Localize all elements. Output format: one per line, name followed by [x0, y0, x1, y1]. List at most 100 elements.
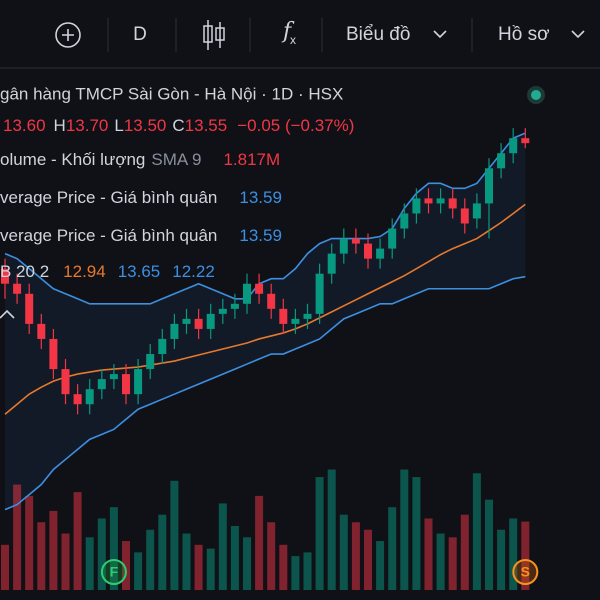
candle-body [521, 138, 530, 144]
ma-line [4, 203, 526, 415]
volume-bar [497, 529, 506, 590]
candle-body [37, 323, 46, 339]
candle-body [73, 394, 82, 405]
candle-body [472, 203, 481, 219]
bb-upper: 13.65 [118, 262, 161, 281]
candle-body [61, 369, 70, 395]
high: 13.70 [66, 116, 109, 135]
candle-body [412, 198, 421, 214]
candle-body [182, 318, 191, 324]
candle-body [1, 268, 9, 284]
volume-bar [206, 548, 215, 590]
candle-body [351, 238, 360, 244]
volume-bar [25, 495, 34, 590]
candle-body [255, 283, 264, 294]
open: 13.60 [3, 116, 46, 135]
volume-bar [243, 537, 251, 590]
market-status [531, 90, 541, 100]
candle-body [170, 323, 179, 339]
candle-body [509, 138, 518, 154]
volume-bar [351, 522, 360, 590]
volume-bar [158, 514, 167, 590]
add-button[interactable] [55, 22, 81, 48]
candle-body [400, 213, 409, 229]
candle-body [448, 198, 457, 209]
avg1-value: 13.59 [239, 188, 282, 207]
volume-bar [339, 514, 348, 590]
candle-type-button[interactable] [203, 20, 225, 50]
candle-body [206, 313, 215, 329]
volume-bar [509, 518, 518, 590]
volume-bar [436, 533, 445, 590]
volume-bar [170, 480, 179, 590]
collapse-legend[interactable] [0, 309, 15, 319]
volume-bar [255, 495, 264, 590]
candle-body [230, 303, 239, 309]
candle-body [315, 273, 324, 314]
l-label: L [114, 116, 123, 135]
avg1-row: verage Price - Giá bình quân 13.59 [0, 188, 282, 207]
candle-body [122, 374, 130, 395]
volume-bar [485, 499, 493, 590]
candle-body [485, 168, 493, 204]
volume-bar [218, 503, 227, 590]
volume-bar [376, 541, 385, 590]
avg2-row: verage Price - Giá bình quân 13.59 [0, 226, 282, 245]
event-marker [512, 559, 539, 585]
candle-body [243, 283, 251, 304]
volume-bar [85, 537, 94, 590]
candle-body [303, 313, 312, 319]
volume-bar [194, 544, 203, 590]
h-label: H [54, 116, 66, 135]
chart-menu[interactable]: Biểu đồ [346, 24, 410, 45]
interval-button[interactable]: D [133, 24, 147, 45]
candle-body [267, 293, 276, 309]
volume-bar [448, 537, 457, 590]
bb-lower: 12.22 [172, 262, 215, 281]
candle-body [13, 283, 22, 294]
volume-bar [37, 522, 46, 590]
bb-name: B 20 2 [0, 262, 49, 281]
volume-bar [303, 552, 312, 590]
bb-row: B 20 2 12.94 13.65 12.22 [0, 262, 215, 281]
candle-body [279, 308, 288, 324]
candle-body [146, 354, 155, 370]
indicator-icon: x [290, 33, 296, 47]
volume-name: olume - Khối lượng [0, 150, 145, 169]
volume-bar [279, 544, 288, 590]
toolbar: D f x Biểu đồ Hồ sơ [0, 18, 600, 69]
volume-bar [230, 526, 239, 590]
candle-body [424, 198, 433, 204]
volume-bar [13, 484, 22, 590]
candle-body [364, 243, 372, 259]
candle-body [158, 338, 167, 355]
candle-body [339, 238, 348, 254]
avg2-name: verage Price - Giá bình quân [0, 226, 217, 245]
avg1-name: verage Price - Giá bình quân [0, 188, 217, 207]
volume-bar [97, 518, 106, 590]
volume-bar [73, 492, 82, 590]
chevron [433, 30, 447, 39]
volume-bar [291, 556, 300, 590]
profile-menu[interactable]: Hồ sơ [498, 24, 550, 45]
volume-sma: SMA 9 [151, 150, 201, 169]
volume-bar [472, 473, 481, 590]
legend: gân hàng TMCP Sài Gòn - Hà Nội · 1D · HS… [0, 84, 545, 319]
candle-body [194, 318, 203, 329]
volume-bar [424, 518, 433, 590]
chevron [571, 30, 585, 39]
candle-body [218, 308, 227, 314]
candle-body [97, 379, 106, 390]
candle-body [327, 253, 336, 274]
volume-bar [460, 514, 469, 590]
volume-bar [134, 552, 143, 590]
volume-bar [122, 541, 130, 590]
volume-bar [61, 533, 70, 590]
c-label: C [172, 116, 184, 135]
bb-basis: 12.94 [63, 262, 106, 281]
volume-bar [1, 544, 9, 590]
candle-body [25, 293, 34, 324]
candle-body [388, 228, 397, 249]
avg2-value: 13.59 [239, 226, 282, 245]
